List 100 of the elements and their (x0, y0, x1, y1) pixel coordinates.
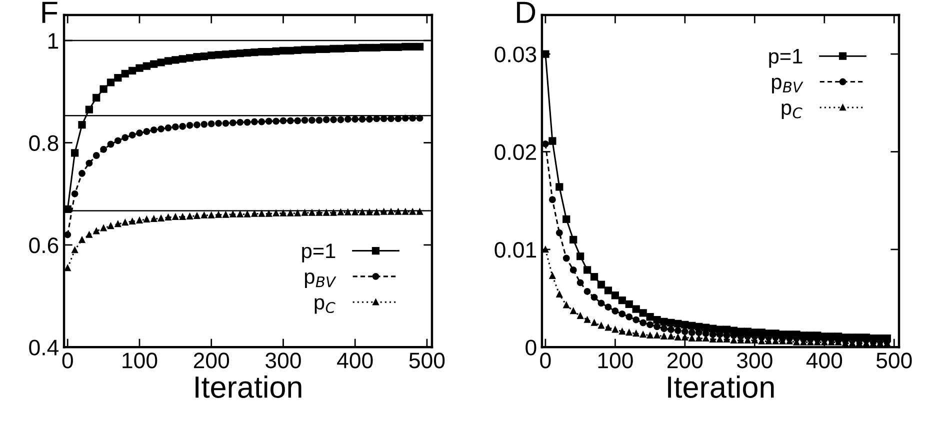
x-tick-label: 0 (540, 352, 551, 368)
point (542, 246, 549, 253)
point (402, 42, 410, 50)
point (577, 312, 584, 320)
point (409, 114, 416, 122)
point (150, 126, 158, 134)
point (201, 212, 208, 218)
point (208, 52, 216, 60)
point (178, 55, 186, 63)
point (570, 236, 578, 244)
point (605, 324, 612, 331)
point (172, 214, 179, 220)
y-tick-label: 0.4 (29, 340, 59, 356)
y-tick-label: 0.8 (29, 135, 58, 151)
point (667, 326, 674, 334)
point (72, 246, 78, 254)
point (654, 323, 660, 330)
point (387, 43, 395, 51)
point (626, 313, 633, 320)
point (556, 229, 563, 236)
point (114, 137, 122, 144)
point (158, 125, 165, 132)
point (287, 210, 294, 216)
point (402, 208, 409, 215)
point (660, 325, 668, 332)
point (646, 332, 654, 339)
point (251, 118, 258, 126)
y-tick-label: 0.01 (494, 242, 536, 258)
point (64, 231, 72, 238)
point (186, 122, 194, 129)
legend-label: p$_{C}$ (314, 298, 336, 314)
point (632, 305, 640, 313)
point (86, 160, 93, 167)
point (315, 45, 323, 54)
point (308, 46, 316, 54)
y-tick-label: 0 (526, 340, 536, 356)
point (251, 210, 258, 217)
point (194, 212, 200, 219)
point (144, 216, 150, 223)
point (394, 43, 402, 51)
point (358, 44, 366, 52)
legend-label: p=1 (769, 49, 802, 68)
x-axis-title: Iteration (196, 376, 302, 398)
point (294, 46, 302, 54)
point (388, 208, 394, 215)
point (674, 334, 682, 341)
point (279, 46, 288, 55)
point (549, 272, 556, 279)
point (688, 322, 696, 330)
point (597, 280, 606, 288)
point (280, 117, 287, 124)
point (408, 42, 416, 50)
point (388, 115, 394, 122)
point (604, 304, 612, 311)
point (265, 118, 272, 125)
point (590, 294, 598, 301)
point (646, 321, 654, 328)
point (100, 224, 107, 232)
point (308, 210, 316, 216)
point (562, 254, 570, 262)
point (150, 60, 158, 68)
point (215, 212, 222, 218)
point (122, 134, 129, 142)
point (243, 48, 252, 57)
point (244, 118, 251, 126)
point (402, 114, 409, 122)
point (294, 117, 302, 124)
point (366, 116, 373, 123)
point (556, 183, 564, 191)
point (208, 212, 214, 218)
legend-label: p$_{C}$ (782, 104, 802, 120)
point (352, 209, 358, 216)
point (71, 190, 78, 198)
point (562, 215, 570, 223)
point (265, 48, 273, 56)
point (646, 313, 654, 321)
point (330, 210, 337, 216)
point (222, 50, 230, 58)
point (106, 78, 115, 86)
legend-label: p$_{BV}$ (772, 78, 804, 94)
x-tick-label: 300 (736, 352, 772, 368)
point (172, 56, 180, 64)
point (358, 116, 366, 123)
point (236, 118, 244, 126)
point (640, 319, 647, 326)
point (70, 149, 79, 157)
point (230, 211, 236, 218)
point (107, 140, 114, 148)
point (258, 118, 266, 126)
point (78, 236, 86, 243)
point (164, 57, 172, 65)
point (316, 116, 323, 124)
x-tick-label: 400 (337, 352, 373, 368)
point (639, 309, 647, 317)
x-axis-title: Iteration (668, 376, 774, 398)
point (100, 146, 108, 153)
point (179, 214, 186, 220)
point (200, 52, 208, 60)
point (286, 117, 294, 124)
point (158, 215, 164, 222)
